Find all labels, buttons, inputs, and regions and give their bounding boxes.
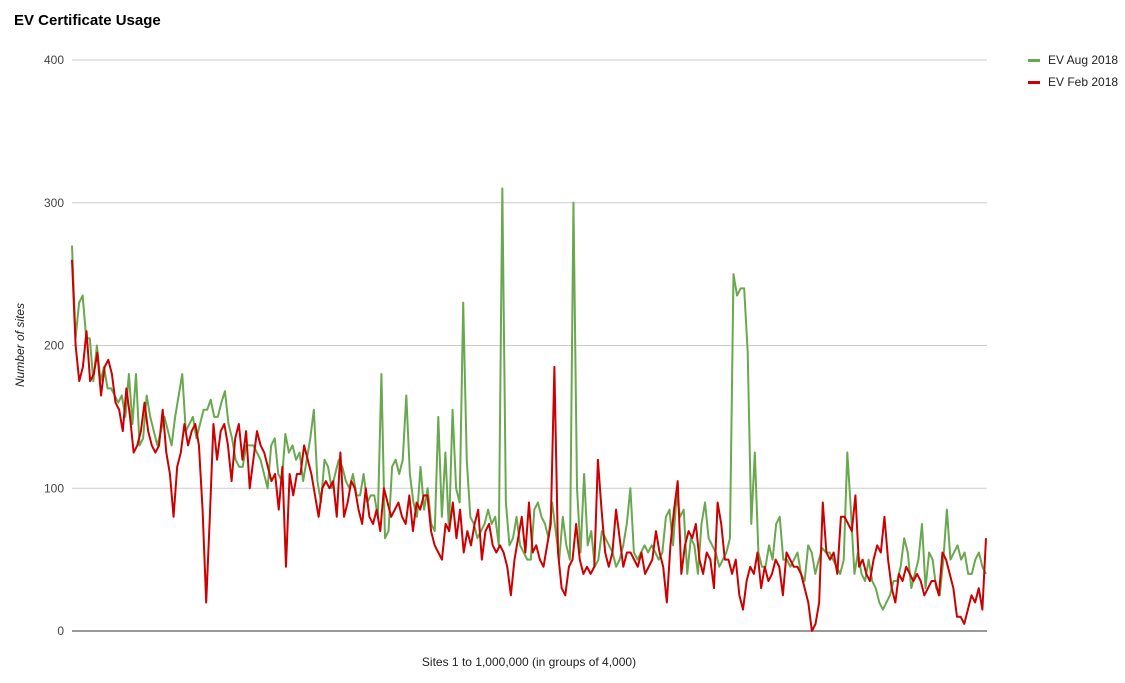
y-tick-label-100: 100 [44,481,64,495]
y-tick-label-300: 300 [44,196,64,210]
legend-item-2: EV Feb 2018 [1028,75,1118,89]
series-line-2 [71,259,987,632]
legend-item-1: EV Aug 2018 [1028,53,1118,67]
legend: EV Aug 2018 EV Feb 2018 [1028,53,1118,97]
x-axis-label: Sites 1 to 1,000,000 (in groups of 4,000… [421,655,637,669]
legend-label-1: EV Aug 2018 [1048,53,1119,67]
series-line-1 [71,187,987,611]
legend-label-2: EV Feb 2018 [1048,75,1119,89]
gridlines [72,59,987,632]
y-tick-label-0: 0 [57,624,64,638]
series-lines [71,187,987,632]
y-tick-labels: 0 100 200 300 400 [44,53,64,638]
legend-swatch-2 [1028,80,1040,84]
chart-title: EV Certificate Usage [14,12,161,29]
y-tick-label-400: 400 [44,53,64,67]
y-tick-label-200: 200 [44,339,64,353]
legend-swatch-1 [1028,58,1040,62]
